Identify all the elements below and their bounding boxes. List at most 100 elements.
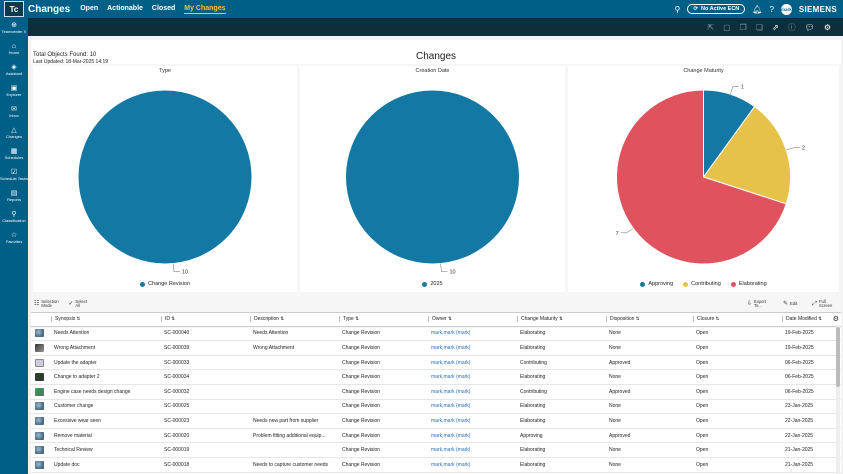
cell-owner[interactable]: mark,mark (mark) xyxy=(431,417,471,424)
sidebar-item-favorites[interactable]: ☆ Favorites xyxy=(0,232,28,253)
new-icon[interactable]: ▢ xyxy=(723,22,731,32)
legend-item[interactable]: Elaborating xyxy=(730,281,767,287)
nav-actionable[interactable]: Actionable xyxy=(107,4,143,12)
sidebar-item-classification[interactable]: ⚲ Classification xyxy=(0,211,28,232)
column-settings-icon[interactable]: ⚙ xyxy=(832,316,839,324)
cell-owner[interactable]: mark,mark (mark) xyxy=(431,359,471,366)
sort-icon[interactable]: ⇅ xyxy=(816,316,822,322)
chart-title: Change Maturity xyxy=(683,68,724,74)
column-header-closure[interactable]: Closure ⇅ xyxy=(693,316,782,323)
column-header-type[interactable]: Type ⇅ xyxy=(339,316,428,323)
sidebar-item-teamcenter-x[interactable]: ⊕ Teamcenter X xyxy=(0,22,28,43)
sidebar-item-reports[interactable]: ▤ Reports xyxy=(0,190,28,211)
sort-icon[interactable]: ⇅ xyxy=(170,316,176,322)
table-row[interactable]: Engine case needs design change SC-000032… xyxy=(31,385,841,400)
copy-icon[interactable]: ❐ xyxy=(739,22,747,32)
column-header-owner[interactable]: Owner ⇅ xyxy=(428,316,517,323)
cell-owner[interactable]: mark,mark (mark) xyxy=(431,344,471,351)
column-header-synopsis[interactable]: Synopsis ⇅ xyxy=(51,316,161,323)
sort-icon[interactable]: ⇅ xyxy=(446,316,452,322)
sort-icon[interactable]: ⇅ xyxy=(634,316,640,322)
sidebar-item-label: Home xyxy=(8,50,20,55)
nav-open[interactable]: Open xyxy=(80,4,99,12)
notification-bell-icon[interactable]: 🔔︎ xyxy=(752,4,763,14)
classification-icon: ⚲ xyxy=(11,211,17,218)
search-icon[interactable]: ⚲ xyxy=(674,4,681,14)
column-header-label: Type xyxy=(343,316,354,323)
select-all-button[interactable]: ✓ Select All xyxy=(68,299,87,309)
sidebar-item-inbox[interactable]: ✉ Inbox xyxy=(0,106,28,127)
cell-type: Change Revision xyxy=(342,330,381,337)
table-row[interactable]: Customer change SC-000025 Change Revision m… xyxy=(31,400,841,415)
sort-icon[interactable]: ⇅ xyxy=(557,316,563,322)
table-row[interactable]: Update the adapter SC-000033 Change Revisi… xyxy=(31,356,841,371)
sidebar-item-explorer[interactable]: ▣ Explorer xyxy=(0,85,28,106)
table-row[interactable]: Wrong Attachment SC-000039 Wrong Attachmen… xyxy=(31,341,841,356)
sidebar-item-home[interactable]: ⌂ Home xyxy=(0,43,28,64)
legend-label: Approving xyxy=(648,281,674,287)
table-row[interactable]: Needs Attention SC-000040 Needs Attention C… xyxy=(31,327,841,342)
sidebar-item-schedule-tasks[interactable]: ☑ Schedule Tasks xyxy=(0,169,28,190)
cell-synopsis: Technical Review xyxy=(54,447,93,454)
legend-item[interactable]: Approving xyxy=(640,281,673,287)
cell-owner[interactable]: mark,mark (mark) xyxy=(431,432,471,439)
discussion-icon[interactable]: 💬︎ xyxy=(804,22,815,32)
column-header-description[interactable]: Description ⇅ xyxy=(250,316,339,323)
sidebar-item-changes[interactable]: △ Changes xyxy=(0,127,28,148)
chart-title: Creation Date xyxy=(415,68,450,74)
pie-slice-contributing[interactable] xyxy=(702,105,791,205)
table-scrollbar[interactable] xyxy=(836,325,840,474)
full-screen-button[interactable]: ⤢ Full Screen xyxy=(812,299,832,309)
edit-button[interactable]: ✎ Edit xyxy=(783,300,797,309)
sidebar-item-schedules[interactable]: ▦ Schedules xyxy=(0,148,28,169)
cell-date: 21-Jan-2025 xyxy=(785,461,814,468)
sort-icon[interactable]: ⇅ xyxy=(714,316,720,322)
cell-owner[interactable]: mark,mark (mark) xyxy=(431,461,471,468)
legend-item[interactable]: Contributing xyxy=(683,281,721,287)
sort-icon[interactable]: ⇅ xyxy=(75,316,81,322)
settings-icon[interactable]: ⚙ xyxy=(823,22,831,32)
nav-my-changes[interactable]: My Changes xyxy=(184,4,226,14)
table-row[interactable]: Remove material SC-000020 Problem fitting … xyxy=(31,429,841,444)
table-row[interactable]: Technical Review SC-000019 Change Revision… xyxy=(31,443,841,458)
sort-icon[interactable]: ⇅ xyxy=(353,316,359,322)
nav-closed[interactable]: Closed xyxy=(151,4,176,12)
dock-icon[interactable]: ⇱ xyxy=(707,22,715,32)
cell-id: SC-000023 xyxy=(164,417,190,424)
column-header-date-modified[interactable]: Date Modified ⇅ xyxy=(782,316,830,323)
main-content: Total Objects Found: 10 Last Updated: 18… xyxy=(31,40,841,474)
table-row[interactable]: Excessive wear seen SC-000023 Needs new pa… xyxy=(31,414,841,429)
help-icon[interactable]: ? xyxy=(769,4,774,14)
column-header-change-maturity[interactable]: Change Maturity ⇅ xyxy=(517,316,606,323)
avatar[interactable]: mark xyxy=(780,3,792,15)
chart-type: Type 10 Change Revision xyxy=(33,66,297,292)
cell-owner[interactable]: mark,mark (mark) xyxy=(431,330,471,337)
cell-type: Change Revision xyxy=(342,388,381,395)
table-row[interactable]: Change to adapter 2 SC-000034 Change Revis… xyxy=(31,370,841,385)
legend-item[interactable]: 2025 xyxy=(422,281,443,287)
cell-closure: Open xyxy=(696,374,709,381)
export-button[interactable]: ⇩ Export To... xyxy=(747,299,768,309)
active-ecn-button[interactable]: ⟳ No Active ECN xyxy=(687,4,746,14)
table-scrollbar-thumb[interactable] xyxy=(836,327,840,387)
sort-icon[interactable]: ⇅ xyxy=(279,316,285,322)
share-icon[interactable]: ⇗ xyxy=(771,22,779,32)
selection-mode-button[interactable]: ☷ Selection Mode xyxy=(34,299,59,309)
sidebar-item-assistant[interactable]: ◈ Assistant xyxy=(0,64,28,85)
pie-slice-change-revision[interactable] xyxy=(77,89,253,265)
teamcenter-logo[interactable]: Tc xyxy=(4,1,24,17)
sidebar-item-label: Favorites xyxy=(5,239,23,244)
table-row[interactable]: Update doc SC-000018 Needs to capture cust… xyxy=(31,458,841,473)
column-header-disposition[interactable]: Disposition ⇅ xyxy=(606,316,693,323)
cell-owner[interactable]: mark,mark (mark) xyxy=(431,447,471,454)
cell-owner[interactable]: mark,mark (mark) xyxy=(431,388,471,395)
column-header-id[interactable]: ID ⇅ xyxy=(161,316,250,323)
legend-item[interactable]: Change Revision xyxy=(140,281,190,287)
pie-slice-2025[interactable] xyxy=(345,89,520,265)
cell-owner[interactable]: mark,mark (mark) xyxy=(431,403,471,410)
cell-date: 19-Feb-2025 xyxy=(785,330,814,337)
cell-owner[interactable]: mark,mark (mark) xyxy=(431,374,471,381)
paste-icon[interactable]: ❏ xyxy=(755,22,763,32)
explorer-icon: ▣ xyxy=(10,85,18,92)
info-icon[interactable]: ⓘ xyxy=(787,22,796,32)
